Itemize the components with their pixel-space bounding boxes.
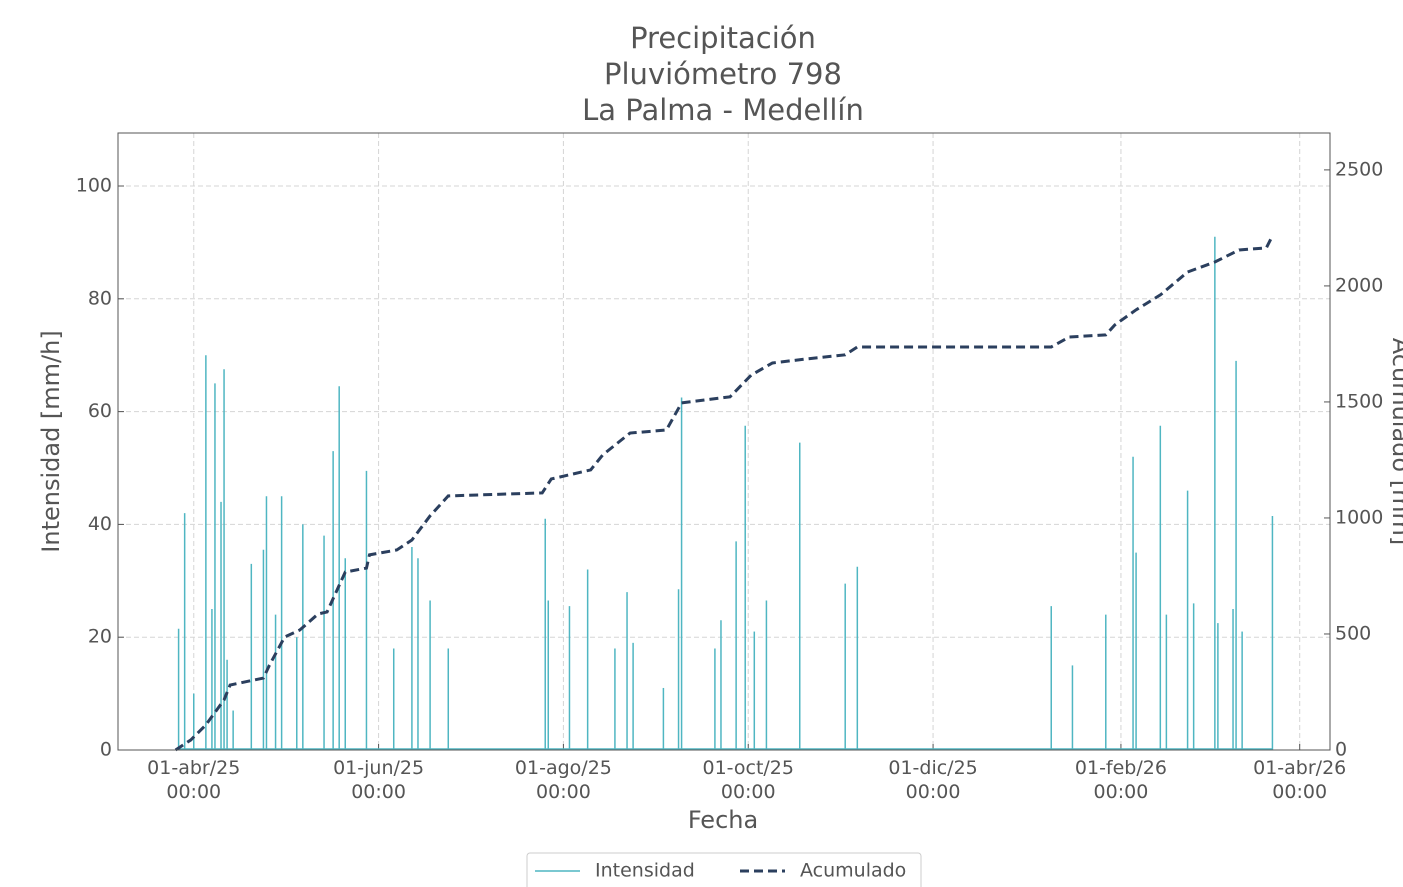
y2-tick-label: 2000 <box>1335 274 1383 296</box>
y2-tick-label: 1500 <box>1335 390 1383 412</box>
x-tick-label: 01-abr/25 00:00 <box>147 757 241 803</box>
y2-tick-label: 2500 <box>1335 158 1383 180</box>
x-tick-label: 01-abr/26 00:00 <box>1253 757 1347 803</box>
y-tick-label: 0 <box>100 739 112 761</box>
y-tick-label: 100 <box>76 175 112 197</box>
legend-label: Acumulado <box>800 860 906 882</box>
x-tick-label: 01-ago/25 00:00 <box>514 757 612 803</box>
y-axis-title: Intensidad [mm/h] <box>37 330 65 552</box>
x-axis-title: Fecha <box>687 806 759 834</box>
chart-title: Precipitación Pluviómetro 798 La Palma -… <box>582 21 864 127</box>
y2-tick-label: 1000 <box>1335 506 1383 528</box>
legend: Intensidad Acumulado <box>526 852 922 887</box>
x-tick-label: 01-jun/25 00:00 <box>333 757 425 803</box>
y-tick-label: 40 <box>88 513 112 535</box>
y2-tick-label: 0 <box>1335 739 1347 761</box>
y-tick-label: 80 <box>88 287 112 309</box>
plot-frame <box>117 132 1331 751</box>
y-tick-label: 20 <box>88 626 112 648</box>
legend-label: Intensidad <box>595 860 695 882</box>
x-tick-label: 01-feb/26 00:00 <box>1074 757 1167 803</box>
x-tick-label: 01-oct/25 00:00 <box>702 757 794 803</box>
y-tick-label: 60 <box>88 400 112 422</box>
y2-tick-label: 500 <box>1335 622 1371 644</box>
x-tick-label: 01-dic/25 00:00 <box>888 757 978 803</box>
accumulated-line <box>174 235 1274 752</box>
y2-axis-title: Acumulado [mm] <box>1387 338 1403 545</box>
legend-box <box>526 852 922 887</box>
